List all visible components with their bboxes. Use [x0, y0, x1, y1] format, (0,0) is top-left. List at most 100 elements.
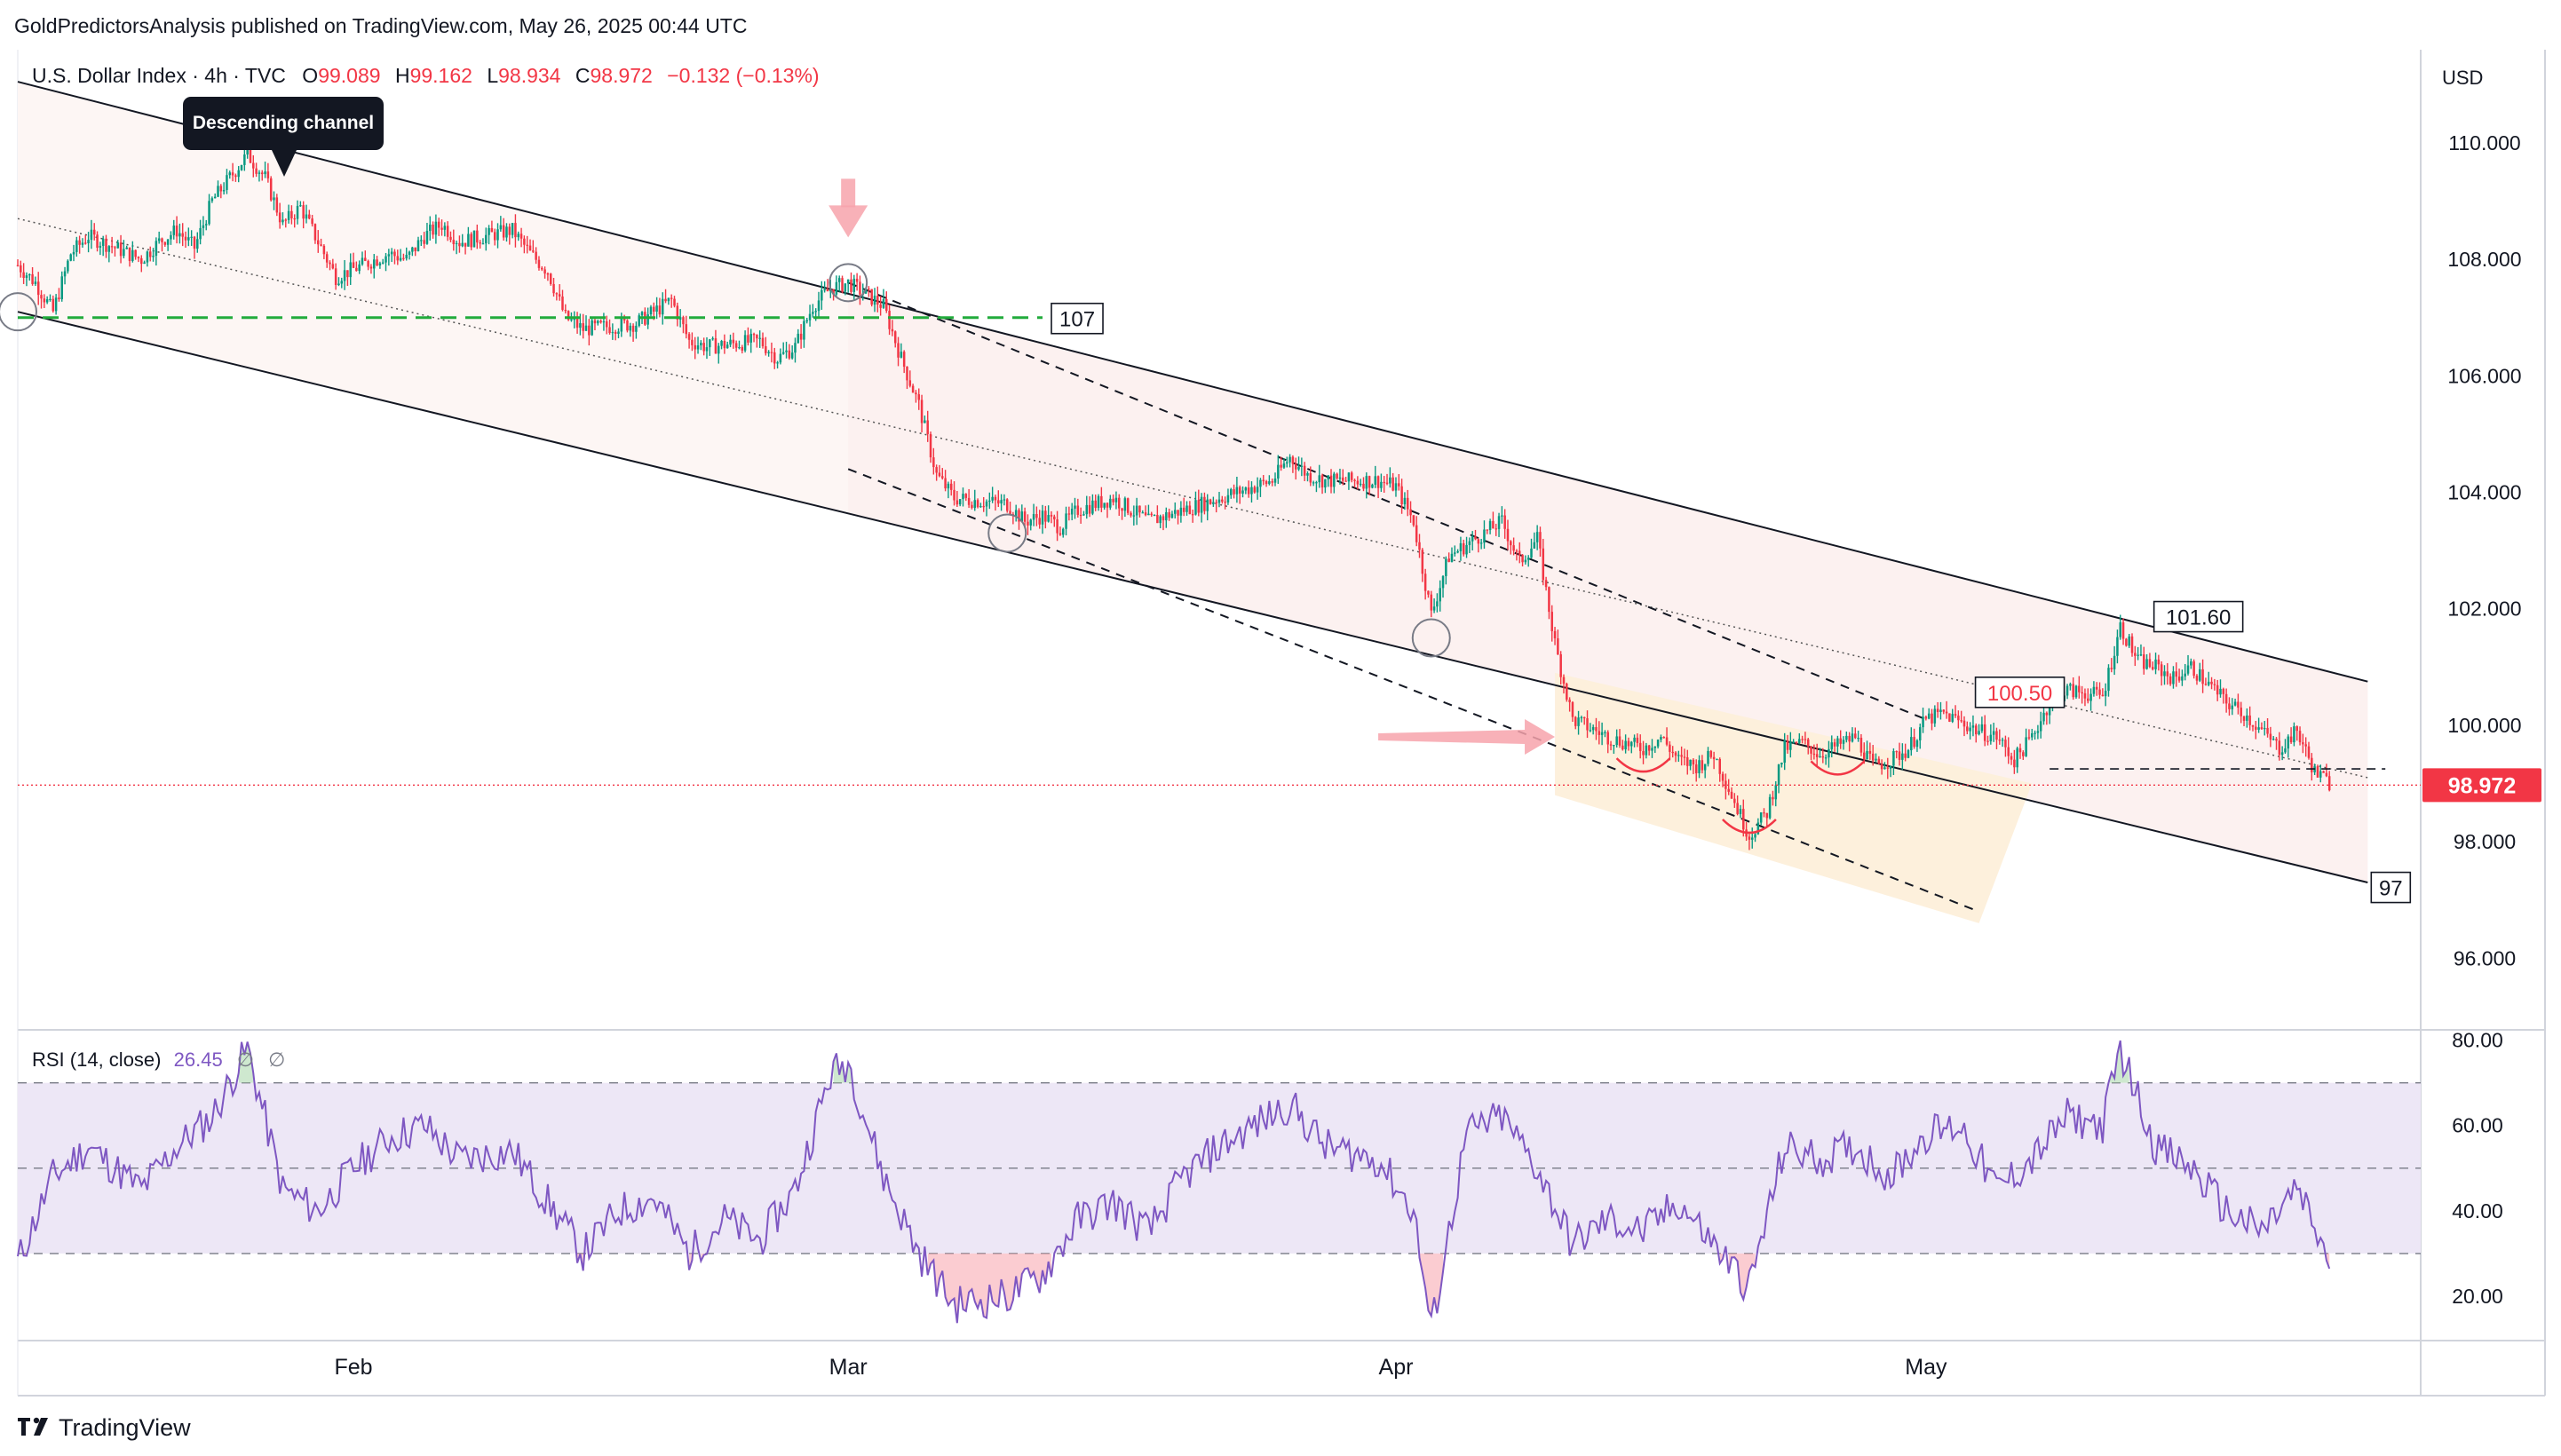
channel-upper-line[interactable] — [17, 81, 2368, 683]
candle-body — [87, 240, 90, 244]
pivot-circle-marker[interactable] — [1411, 618, 1451, 658]
candle-body — [1515, 550, 1518, 552]
candle-body — [826, 289, 829, 292]
candle-body — [2251, 724, 2255, 727]
candle-body — [1247, 487, 1250, 495]
candle-body — [803, 320, 805, 340]
candle-body — [1294, 463, 1297, 470]
pivot-circle-marker[interactable] — [987, 513, 1027, 553]
candle-body — [1880, 764, 1883, 770]
cup-arc-marker[interactable] — [1722, 819, 1777, 835]
inner-upper-dashed[interactable] — [847, 281, 1927, 721]
candle-body — [1320, 475, 1324, 488]
candle-body — [514, 223, 517, 238]
level-97-label[interactable]: 97 — [2370, 871, 2412, 904]
candle-body — [449, 236, 452, 241]
candle-body — [1550, 612, 1553, 631]
candle-body — [275, 197, 279, 213]
candle-body — [597, 320, 599, 324]
cup-arc-marker[interactable] — [1810, 760, 1866, 776]
candle-body — [246, 147, 249, 155]
candle-body — [991, 496, 994, 501]
candle-body — [352, 262, 355, 268]
level-107-label[interactable]: 107 — [1051, 302, 1104, 335]
candle-body — [1627, 740, 1630, 747]
candle-body — [1859, 737, 1863, 753]
candle-body — [204, 224, 208, 226]
rsi-legend[interactable]: RSI (14, close) 26.45 ∅ ∅ — [32, 1048, 285, 1071]
candle-body — [2190, 661, 2192, 666]
candle-body — [1568, 700, 1571, 702]
candle-body — [1415, 525, 1418, 542]
candle-body — [1350, 472, 1353, 480]
candle-body — [2125, 638, 2128, 646]
candle-body — [302, 205, 305, 219]
candle-body — [155, 241, 158, 257]
candle-body — [1300, 465, 1304, 467]
tradingview-logo[interactable]: TradingView — [18, 1414, 191, 1441]
descending-channel-callout[interactable]: Descending channel — [183, 97, 384, 177]
candle-body — [1238, 487, 1241, 494]
candle-body — [1571, 701, 1574, 717]
level-10050-label[interactable]: 100.50 — [1974, 677, 2065, 708]
cup-arc-marker[interactable] — [1615, 757, 1671, 773]
candle-body — [234, 175, 237, 178]
candle-body — [1141, 512, 1145, 514]
candle-body — [1050, 515, 1053, 517]
rsi-oversold-fill — [1419, 1253, 1444, 1317]
ohlc-legend[interactable]: U.S. Dollar Index · 4h · TVC O99.089 H99… — [32, 64, 820, 87]
candle-body — [1936, 708, 1939, 713]
candle-body — [1000, 500, 1003, 504]
candle-body — [1674, 752, 1677, 756]
candle-body — [434, 221, 438, 235]
candle-body — [876, 296, 879, 305]
last-price-badge[interactable]: 98.972 — [2422, 768, 2541, 803]
candle-body — [1398, 483, 1400, 487]
candle-body — [962, 494, 964, 500]
candle-body — [2255, 726, 2257, 730]
candle-body — [1709, 750, 1713, 757]
candle-body — [90, 229, 93, 241]
inner-lower-dashed[interactable] — [847, 468, 1979, 913]
candle-body — [175, 226, 178, 237]
candle-body — [725, 344, 729, 349]
time-tick-label: Feb — [334, 1355, 372, 1380]
candle-body — [1058, 533, 1062, 535]
candle-body — [814, 311, 817, 313]
candle-body — [1495, 528, 1497, 530]
rsi-extra-2: ∅ — [268, 1048, 285, 1071]
pivot-circle-marker[interactable] — [0, 292, 37, 332]
candle-body — [1032, 513, 1035, 520]
candle-body — [296, 205, 299, 219]
candle-body — [1553, 630, 1557, 639]
candle-body — [1362, 483, 1365, 489]
candle-body — [1954, 714, 1957, 716]
candle-body — [1892, 750, 1895, 766]
rsi-line[interactable] — [17, 1040, 2331, 1324]
pivot-circle-marker[interactable] — [829, 263, 868, 303]
candle-body — [1003, 499, 1006, 501]
candle-body — [2257, 727, 2260, 730]
candle-body — [1966, 726, 1969, 732]
down-arrow-icon[interactable] — [829, 205, 868, 238]
candle-body — [1518, 550, 1521, 556]
candle-body — [240, 164, 243, 170]
rsi-tick-label: 20.00 — [2452, 1285, 2503, 1308]
channel-lower-line[interactable] — [17, 311, 2368, 883]
candle-body — [131, 249, 134, 261]
candle-body — [22, 272, 25, 279]
candle-body — [1244, 487, 1248, 491]
candle-body — [1150, 513, 1153, 516]
candle-body — [517, 233, 519, 238]
currency-label[interactable]: USD — [2442, 67, 2483, 89]
level-10160-label[interactable]: 101.60 — [2153, 600, 2244, 633]
candle-body — [81, 242, 84, 245]
candle-body — [1038, 518, 1041, 525]
close-label: C — [575, 64, 591, 87]
right-arrow-icon[interactable] — [1378, 719, 1556, 756]
candle-body — [2045, 712, 2049, 716]
candle-body — [2311, 757, 2313, 772]
candle-body — [249, 147, 252, 163]
candle-body — [405, 254, 408, 259]
candle-body — [1182, 507, 1185, 512]
